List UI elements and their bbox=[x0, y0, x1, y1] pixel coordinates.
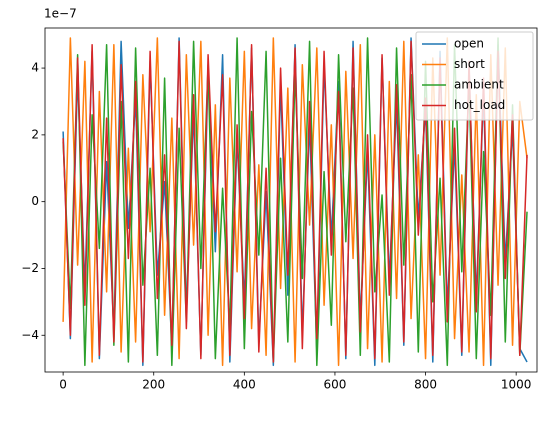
y-tick-label: 4 bbox=[31, 61, 39, 75]
x-tick-label: 200 bbox=[142, 378, 165, 392]
x-tick-label: 400 bbox=[233, 378, 256, 392]
y-tick-label: −4 bbox=[21, 328, 39, 342]
y-tick-label: 2 bbox=[31, 127, 39, 141]
series-line bbox=[62, 37, 528, 367]
x-tick-label: 1000 bbox=[501, 378, 532, 392]
y-tick-label: −2 bbox=[21, 261, 39, 275]
offset-text: 1e−7 bbox=[44, 7, 77, 21]
legend-box bbox=[415, 31, 534, 121]
series-line bbox=[62, 40, 528, 363]
legend-label: open bbox=[454, 37, 484, 51]
legend-label: hot_load bbox=[454, 98, 505, 112]
y-tick-label: 0 bbox=[31, 194, 39, 208]
legend-label: ambient bbox=[454, 78, 504, 92]
legend-label: short bbox=[454, 57, 485, 71]
plot-frame bbox=[44, 27, 538, 373]
x-tick-label: 800 bbox=[414, 378, 437, 392]
x-tick-label: 0 bbox=[59, 378, 67, 392]
x-tick-label: 600 bbox=[323, 378, 346, 392]
